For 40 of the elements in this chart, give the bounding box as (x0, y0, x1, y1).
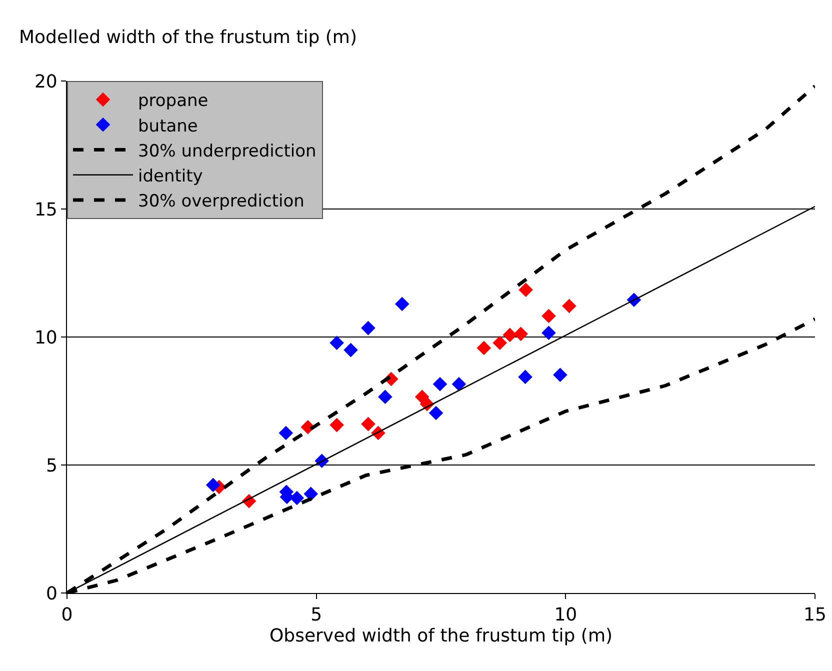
legend-label: 30% overprediction (138, 192, 304, 212)
point (518, 370, 532, 384)
point (428, 406, 444, 420)
x-axis-title: Observed width of the frustum tip (m) (269, 626, 613, 647)
y-tick-label: 5 (46, 455, 58, 476)
point (330, 336, 344, 350)
legend-label: 30% underprediction (138, 141, 316, 162)
point (502, 328, 517, 342)
y-tick-label: 15 (34, 199, 58, 220)
y-tick-label: 0 (46, 583, 58, 604)
point (518, 282, 533, 298)
point (290, 490, 304, 506)
x-tick-label: 0 (61, 604, 73, 626)
point (344, 342, 358, 358)
point (278, 426, 294, 440)
point (553, 368, 568, 382)
point (206, 478, 220, 492)
x-tick-label: 15 (804, 604, 826, 626)
y-axis-title: Modelled width of the frustum tip (m) (19, 27, 357, 48)
point (394, 296, 410, 312)
x-tick-label: 10 (554, 604, 578, 626)
x-tick-label: 5 (310, 604, 322, 626)
legend-label: propane (138, 91, 208, 112)
point (361, 320, 376, 336)
y-tick-label: 10 (34, 327, 58, 348)
legend-label: identity (138, 166, 203, 186)
point (432, 376, 448, 392)
point (476, 340, 492, 356)
point (514, 326, 528, 342)
point (378, 390, 392, 404)
point (562, 298, 576, 314)
legend-label: butane (138, 116, 198, 136)
point (542, 326, 556, 340)
point (304, 486, 318, 502)
point (452, 376, 466, 392)
point (361, 416, 376, 432)
y-tick-label: 20 (34, 71, 58, 92)
point (330, 418, 344, 432)
point (492, 336, 507, 350)
point (542, 308, 556, 324)
